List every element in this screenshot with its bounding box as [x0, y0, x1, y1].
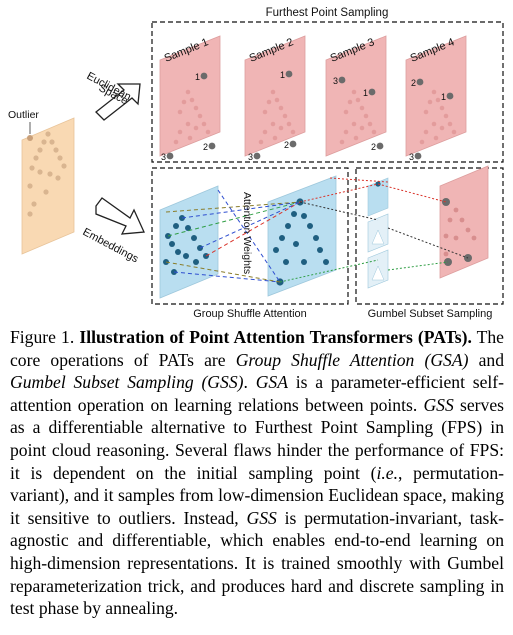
euclidean-arrow — [95, 83, 141, 121]
embedding-panel-right — [267, 175, 337, 297]
gss-lines — [279, 177, 469, 283]
sampled-point — [253, 152, 261, 160]
attention-lines — [165, 189, 301, 283]
sample-mark-label: 1 — [441, 92, 446, 102]
gsa-box-label: Group Shuffle Attention — [193, 308, 307, 320]
attention-weights-label: Attention Weights — [241, 192, 253, 274]
sample-mark-label: 3 — [333, 76, 338, 86]
input-point-cloud-panel — [21, 117, 75, 255]
fps-box — [151, 21, 504, 163]
sampled-point — [446, 92, 454, 100]
sample-mark-label: 1 — [195, 72, 200, 82]
gss-box — [355, 167, 504, 305]
sampled-point — [338, 76, 346, 84]
figure: Furthest Point Sampling Outlier Euclidea… — [8, 7, 504, 320]
caption-paragraph: Figure 1. Illustration of Point Attentio… — [10, 327, 505, 619]
sampled-point — [416, 78, 424, 86]
input-points — [27, 131, 67, 217]
sample-mark-label: 3 — [248, 152, 253, 162]
sample-mark-label: 1 — [363, 88, 368, 98]
sampled-point — [166, 152, 174, 160]
sample-mark-label: 2 — [411, 78, 416, 88]
figure-number: Figure 1. — [10, 327, 75, 347]
outlier-point — [27, 135, 33, 141]
gss-output-panel — [439, 165, 489, 279]
gsa-box — [151, 167, 349, 305]
fps-box-label: Furthest Point Sampling — [266, 7, 389, 19]
sample-mark-label: 2 — [371, 142, 376, 152]
sample-mark-label: 3 — [409, 152, 414, 162]
sampled-point — [414, 152, 422, 160]
sampled-point — [376, 142, 384, 150]
sample-mark-label: 3 — [161, 152, 166, 162]
outlier-label: Outlier — [8, 109, 39, 121]
sampled-point — [368, 88, 376, 96]
figure-caption: Figure 1. Illustration of Point Attentio… — [10, 326, 504, 620]
sampled-point — [285, 70, 293, 78]
figure-title: Illustration of Point Attention Transfor… — [79, 327, 472, 347]
embedding-panel-left — [159, 185, 219, 299]
embeddings-arrow — [95, 197, 145, 235]
sample-mark-label: 2 — [203, 142, 208, 152]
figure-svg: Furthest Point Sampling Outlier Euclidea… — [8, 7, 504, 320]
sample-mark-label: 1 — [280, 70, 285, 80]
gss-box-label: Gumbel Subset Sampling — [368, 308, 493, 320]
sample-mark-label: 2 — [284, 140, 289, 150]
gss-candidate-panels — [367, 177, 389, 289]
sampled-point — [200, 72, 208, 80]
sampled-point — [208, 142, 216, 150]
sampled-point — [289, 140, 297, 148]
